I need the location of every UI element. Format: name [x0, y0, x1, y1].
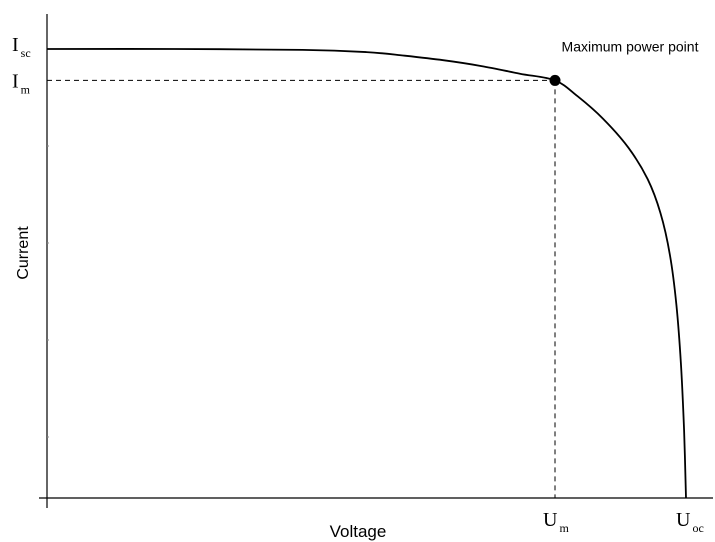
y-axis-minor-ticks [47, 145, 49, 438]
max-power-point-marker [549, 74, 561, 86]
iv-curve-line [46, 48, 687, 499]
max-power-point-label: Maximum power point [562, 38, 699, 54]
x-axis-label: Voltage [330, 522, 387, 541]
y-axis-label: Current [15, 226, 32, 280]
